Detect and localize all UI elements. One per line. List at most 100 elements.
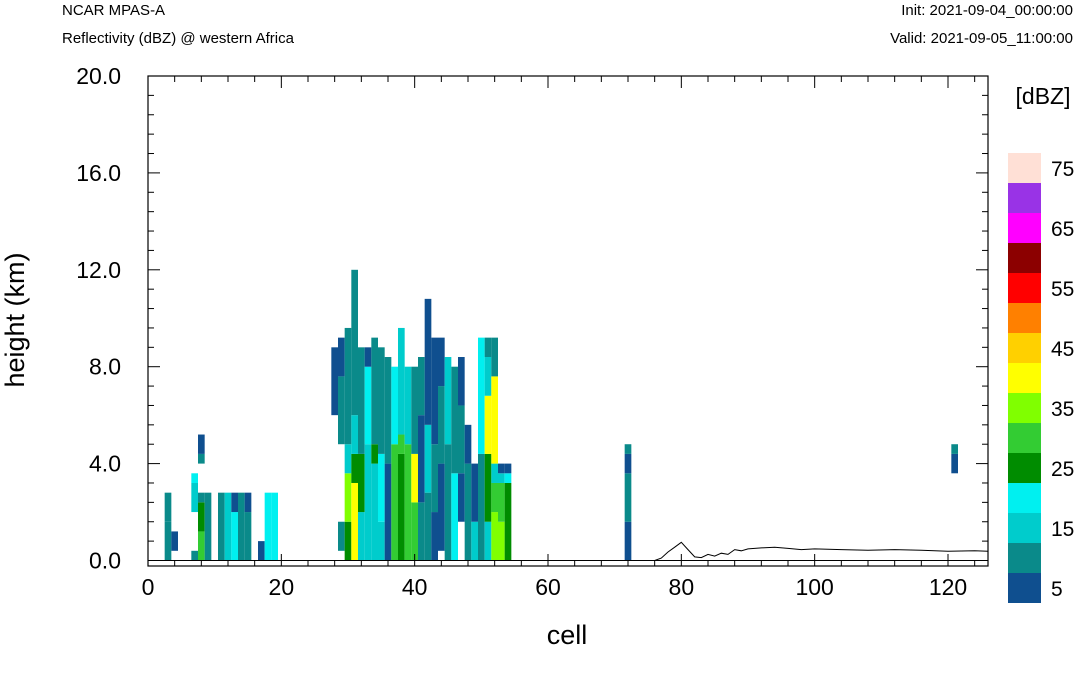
reflectivity-cell [471, 521, 478, 561]
plot-border [147, 75, 989, 567]
reflectivity-cell [624, 521, 632, 561]
y-tick-label: 20.0 [76, 63, 121, 89]
reflectivity-cell [351, 453, 358, 483]
reflectivity-cell [171, 531, 178, 551]
x-tick-label: 120 [929, 574, 967, 600]
reflectivity-cell [411, 453, 418, 503]
reflectivity-cell [191, 473, 198, 483]
colorbar-title: [dBZ] [1016, 83, 1071, 109]
colorbar-swatch [1008, 363, 1041, 393]
reflectivity-cell [198, 531, 205, 561]
reflectivity-cell [198, 502, 205, 532]
reflectivity-cell [458, 405, 465, 474]
reflectivity-cell [471, 463, 478, 522]
colorbar-swatch [1008, 243, 1041, 273]
reflectivity-cell [444, 357, 452, 445]
reflectivity-cell [951, 453, 958, 474]
colorbar-swatch [1008, 303, 1041, 333]
reflectivity-cell [491, 376, 498, 464]
reflectivity-cell [244, 512, 252, 561]
colorbar-label: 65 [1051, 218, 1074, 241]
reflectivity-cell [391, 366, 398, 445]
x-tick-label: 100 [795, 574, 833, 600]
reflectivity-cell [504, 463, 512, 474]
reflectivity-cell [384, 463, 392, 561]
reflectivity-cell [491, 337, 498, 377]
reflectivity-cell [398, 327, 405, 435]
colorbar-swatch [1008, 183, 1041, 213]
reflectivity-cell [331, 347, 338, 416]
reflectivity-cell [364, 347, 372, 367]
reflectivity-cell [504, 482, 512, 561]
reflectivity-cell [484, 357, 492, 396]
reflectivity-cell [191, 482, 198, 513]
reflectivity-cell [164, 492, 172, 522]
reflectivity-cell [438, 386, 445, 464]
x-tick-label: 40 [402, 574, 428, 600]
reflectivity-cell [498, 482, 505, 522]
reflectivity-cell [371, 337, 378, 445]
reflectivity-cell [498, 473, 505, 483]
reflectivity-cell [438, 337, 445, 387]
x-tick-label: 60 [535, 574, 561, 600]
heatmap-cells [164, 269, 958, 561]
colorbar-swatch [1008, 273, 1041, 303]
reflectivity-cell [484, 521, 492, 561]
init-time: Init: 2021-09-04_00:00:00 [901, 2, 1073, 19]
reflectivity-cell [191, 550, 198, 561]
y-tick-label: 0.0 [89, 548, 121, 574]
colorbar-label: 45 [1051, 338, 1074, 361]
reflectivity-cell [164, 521, 172, 561]
terrain-path [148, 541, 989, 561]
model-title: NCAR MPAS-A [62, 2, 166, 19]
reflectivity-cell [504, 473, 512, 483]
reflectivity-cell [264, 492, 272, 561]
reflectivity-cell [418, 357, 425, 416]
reflectivity-cell [451, 473, 458, 561]
reflectivity-cell [498, 521, 505, 561]
reflectivity-cell [444, 444, 452, 561]
reflectivity-cell [344, 327, 352, 445]
colorbar-swatch [1008, 153, 1041, 183]
x-tick-label: 80 [669, 574, 695, 600]
reflectivity-cell [364, 444, 372, 561]
terrain-line [148, 541, 989, 561]
reflectivity-cell [378, 453, 385, 522]
reflectivity-cell [464, 463, 472, 561]
x-tick-label: 20 [269, 574, 295, 600]
reflectivity-cell [398, 453, 405, 561]
reflectivity-cell [491, 512, 498, 561]
reflectivity-cell [478, 337, 485, 454]
reflectivity-cell [431, 512, 438, 561]
reflectivity-cell [484, 453, 492, 522]
reflectivity-cell [204, 492, 212, 561]
reflectivity-cell [464, 424, 472, 464]
plot-frame [147, 75, 989, 567]
reflectivity-cell [458, 357, 465, 406]
y-tick-label: 8.0 [89, 354, 121, 380]
reflectivity-cell [458, 473, 465, 522]
y-tick-label: 12.0 [76, 257, 121, 283]
colorbar-label: 25 [1051, 458, 1074, 481]
reflectivity-cell [371, 444, 378, 464]
reflectivity-cell [424, 492, 432, 561]
axis-ticks [147, 75, 988, 566]
reflectivity-cell [358, 512, 365, 561]
colorbar-label: 5 [1051, 578, 1063, 601]
reflectivity-cell [498, 463, 505, 474]
reflectivity-cell [384, 357, 392, 464]
reflectivity-cell [364, 366, 372, 445]
colorbar-swatch [1008, 393, 1041, 423]
reflectivity-cell [344, 473, 352, 522]
reflectivity-cell [338, 521, 345, 551]
colorbar-swatch [1008, 513, 1041, 543]
reflectivity-cell [244, 492, 252, 513]
reflectivity-cell [951, 444, 958, 454]
reflectivity-cell [271, 492, 278, 561]
reflectivity-cell [371, 463, 378, 561]
reflectivity-cell [358, 347, 365, 454]
reflectivity-cell [424, 298, 432, 425]
reflectivity-cell [238, 492, 245, 561]
colorbar-swatch [1008, 333, 1041, 363]
reflectivity-cell [478, 453, 485, 561]
